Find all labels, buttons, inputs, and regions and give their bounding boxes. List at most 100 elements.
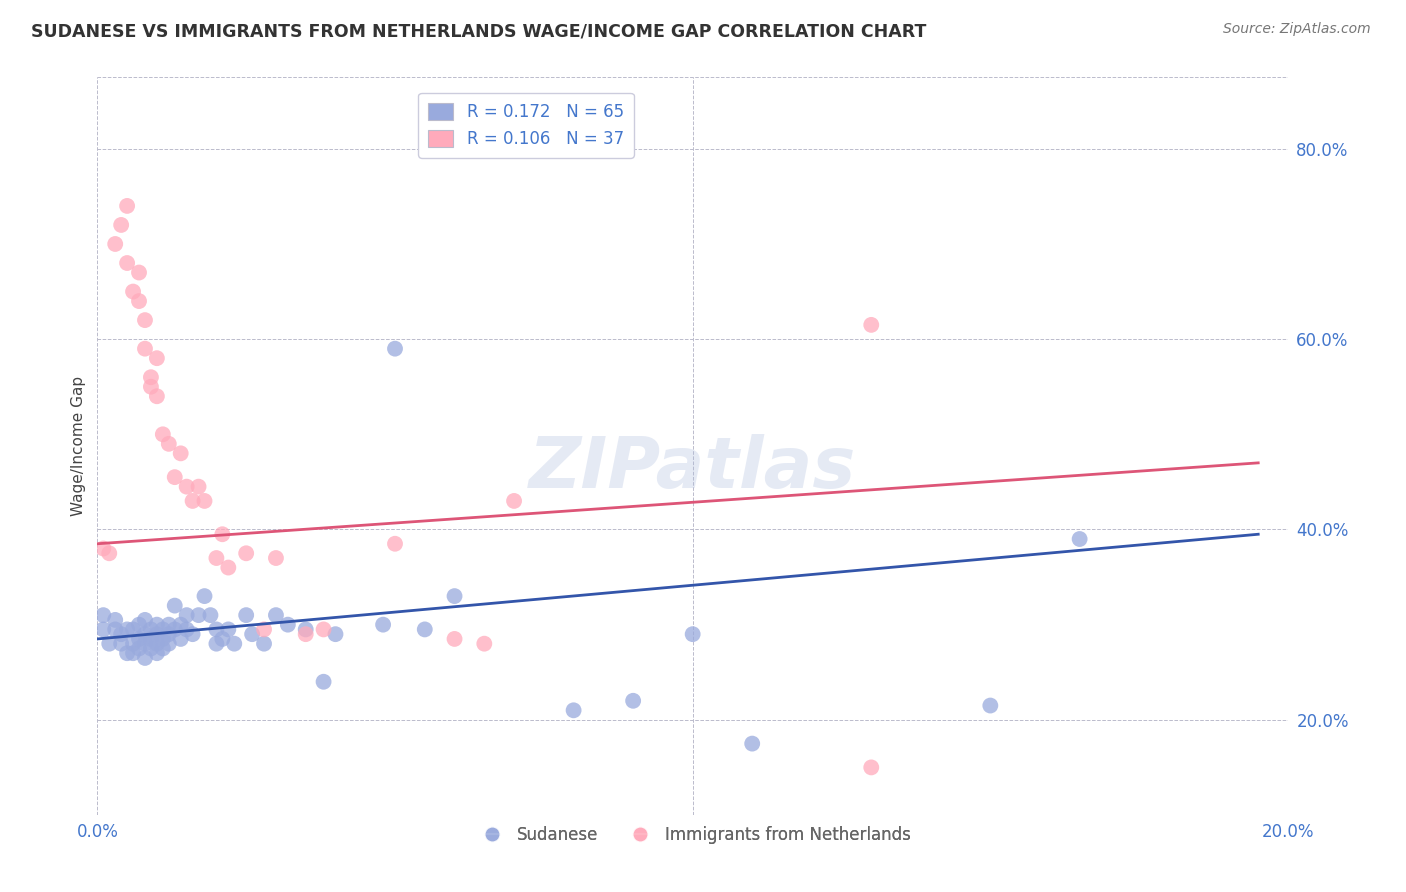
Point	[128, 617, 150, 632]
Point	[122, 285, 145, 299]
Point	[621, 694, 644, 708]
Legend: Sudanese, Immigrants from Netherlands: Sudanese, Immigrants from Netherlands	[468, 820, 917, 851]
Point	[443, 632, 465, 646]
Point	[134, 342, 156, 356]
Point	[170, 617, 193, 632]
Point	[187, 608, 209, 623]
Point	[128, 266, 150, 280]
Point	[91, 623, 114, 637]
Point	[134, 637, 156, 651]
Point	[170, 632, 193, 646]
Point	[157, 637, 180, 651]
Point	[217, 623, 239, 637]
Point	[235, 608, 257, 623]
Point	[122, 637, 145, 651]
Point	[115, 199, 138, 213]
Point	[98, 637, 121, 651]
Point	[104, 613, 127, 627]
Point	[741, 737, 763, 751]
Point	[253, 623, 276, 637]
Point	[152, 641, 174, 656]
Point	[139, 641, 162, 656]
Point	[472, 637, 495, 651]
Point	[217, 560, 239, 574]
Point	[134, 613, 156, 627]
Point	[115, 646, 138, 660]
Point	[187, 480, 209, 494]
Point	[110, 218, 132, 232]
Point	[193, 494, 215, 508]
Point	[152, 632, 174, 646]
Point	[860, 760, 883, 774]
Point	[152, 427, 174, 442]
Point	[562, 703, 585, 717]
Point	[110, 627, 132, 641]
Point	[146, 637, 169, 651]
Point	[211, 527, 233, 541]
Point	[193, 589, 215, 603]
Y-axis label: Wage/Income Gap: Wage/Income Gap	[72, 376, 86, 516]
Point	[240, 627, 263, 641]
Point	[205, 637, 228, 651]
Point	[163, 599, 186, 613]
Point	[139, 632, 162, 646]
Point	[979, 698, 1001, 713]
Point	[682, 627, 704, 641]
Point	[128, 632, 150, 646]
Point	[139, 370, 162, 384]
Point	[1069, 532, 1091, 546]
Point	[181, 627, 204, 641]
Point	[128, 641, 150, 656]
Point	[176, 480, 198, 494]
Point	[115, 256, 138, 270]
Point	[110, 637, 132, 651]
Point	[157, 437, 180, 451]
Point	[413, 623, 436, 637]
Point	[146, 617, 169, 632]
Point	[128, 294, 150, 309]
Point	[163, 470, 186, 484]
Point	[253, 637, 276, 651]
Point	[181, 494, 204, 508]
Point	[122, 623, 145, 637]
Point	[104, 623, 127, 637]
Point	[200, 608, 222, 623]
Point	[294, 627, 316, 641]
Point	[294, 623, 316, 637]
Point	[122, 646, 145, 660]
Point	[176, 608, 198, 623]
Point	[264, 551, 287, 566]
Point	[115, 623, 138, 637]
Point	[139, 623, 162, 637]
Point	[503, 494, 526, 508]
Point	[146, 389, 169, 403]
Point	[157, 617, 180, 632]
Point	[104, 237, 127, 252]
Point	[211, 632, 233, 646]
Text: SUDANESE VS IMMIGRANTS FROM NETHERLANDS WAGE/INCOME GAP CORRELATION CHART: SUDANESE VS IMMIGRANTS FROM NETHERLANDS …	[31, 22, 927, 40]
Point	[224, 637, 246, 651]
Point	[98, 546, 121, 560]
Point	[176, 623, 198, 637]
Point	[312, 674, 335, 689]
Point	[205, 551, 228, 566]
Point	[205, 623, 228, 637]
Point	[312, 623, 335, 637]
Point	[325, 627, 347, 641]
Point	[277, 617, 299, 632]
Point	[146, 351, 169, 366]
Point	[384, 342, 406, 356]
Point	[152, 623, 174, 637]
Point	[384, 537, 406, 551]
Point	[264, 608, 287, 623]
Point	[170, 446, 193, 460]
Text: Source: ZipAtlas.com: Source: ZipAtlas.com	[1223, 22, 1371, 37]
Point	[371, 617, 394, 632]
Point	[163, 623, 186, 637]
Point	[443, 589, 465, 603]
Point	[146, 627, 169, 641]
Point	[860, 318, 883, 332]
Point	[134, 313, 156, 327]
Point	[134, 651, 156, 665]
Point	[235, 546, 257, 560]
